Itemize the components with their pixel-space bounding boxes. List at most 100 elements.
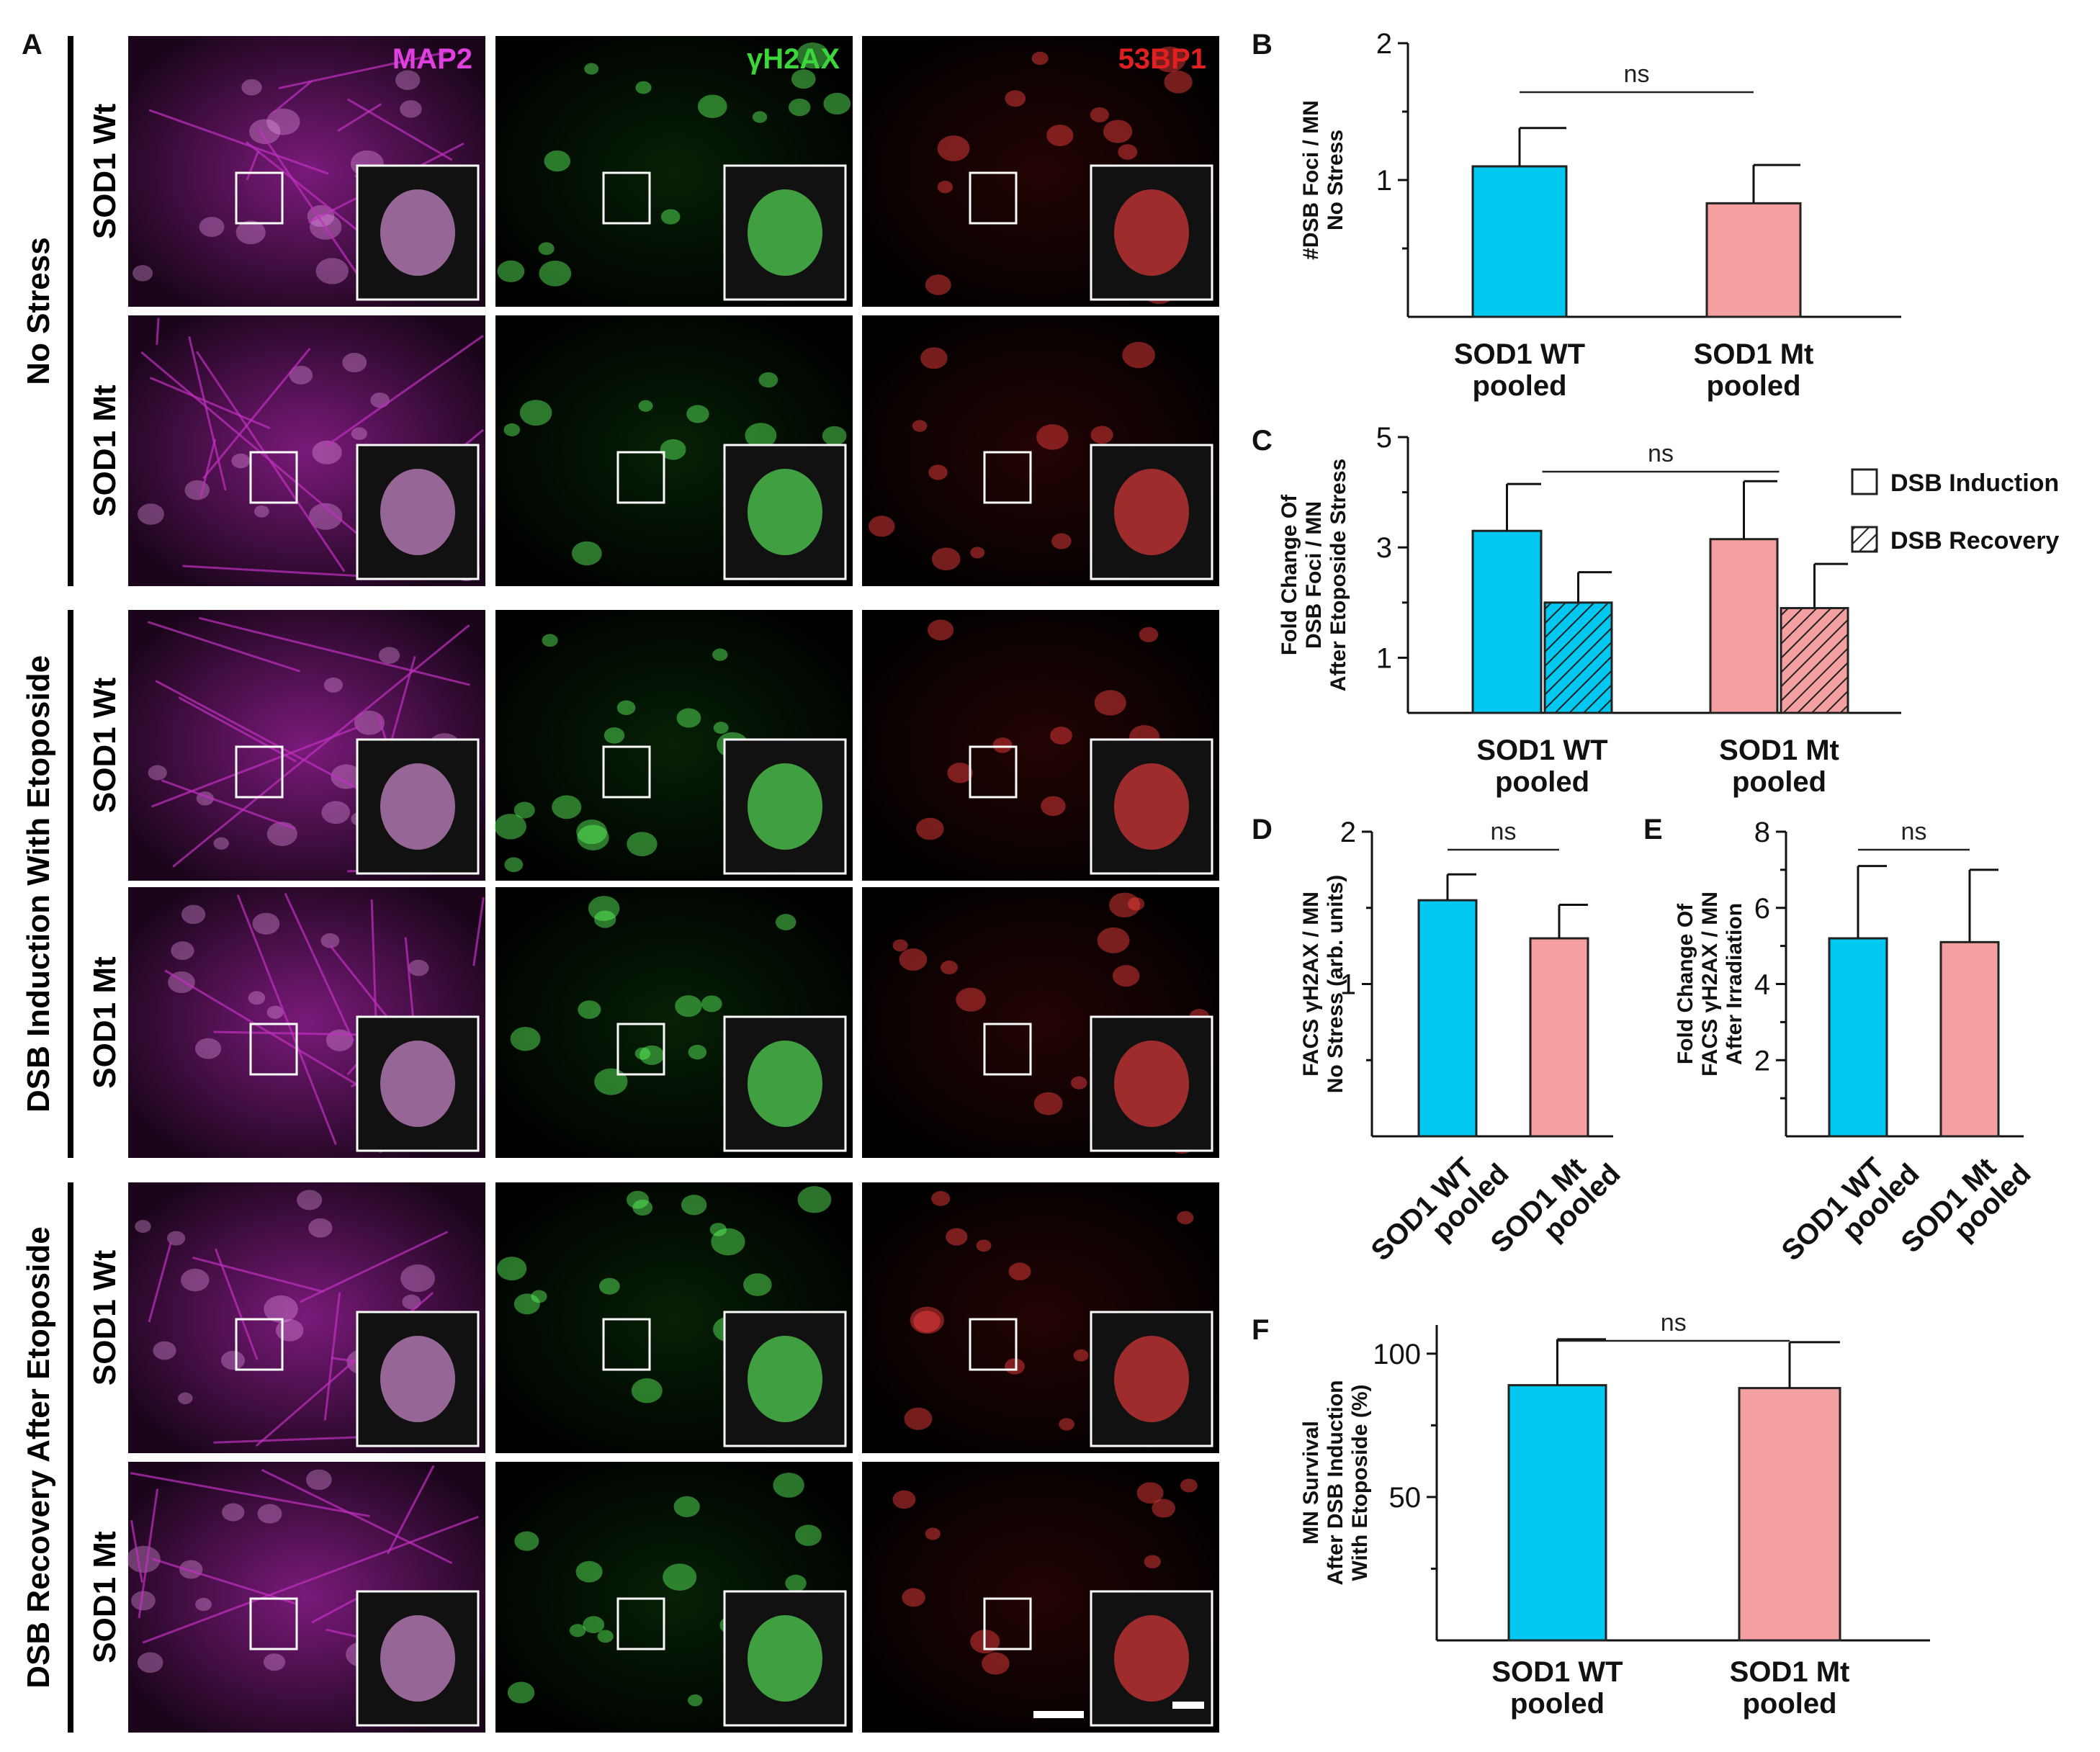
panel-a-micrographs: No Stress SOD1 Wt SOD1 Mt DSB Induction Wit… bbox=[21, 36, 1219, 1733]
row-label: SOD1 Wt bbox=[87, 104, 122, 240]
bar-mt bbox=[1529, 937, 1589, 1138]
micrograph-image: 53BP1 bbox=[862, 36, 1219, 307]
y-axis-label: #DSB Foci / MN No Stress bbox=[1299, 100, 1347, 260]
row-label: SOD1 Mt bbox=[87, 385, 122, 517]
channel-label: 53BP1 bbox=[1118, 43, 1206, 75]
roi-box bbox=[602, 1318, 651, 1371]
roi-box bbox=[235, 745, 284, 799]
micrograph-image bbox=[128, 610, 485, 881]
group-label: DSB Induction With Etoposide bbox=[21, 655, 56, 1113]
y-tick-label: 50 bbox=[1389, 1482, 1422, 1514]
svg-text:Fold Change Of: Fold Change Of bbox=[1278, 494, 1301, 655]
panel-letter: E bbox=[1643, 814, 1663, 845]
y-axis-label: Fold Change Of DSB Foci / MN After Etoposi… bbox=[1278, 459, 1350, 691]
row-label: SOD1 Mt bbox=[87, 956, 122, 1089]
group-label: DSB Recovery After Etoposide bbox=[21, 1226, 56, 1688]
roi-box bbox=[235, 1318, 284, 1371]
bar-wt bbox=[1417, 899, 1478, 1138]
legend-label: DSB Recovery bbox=[1890, 527, 2059, 554]
y-axis-label: Fold Change Of FACS γH2AX / MN After Irrad… bbox=[1674, 891, 1746, 1077]
roi-box bbox=[249, 451, 298, 504]
chart-e: E 2 4 6 8 Fold Change Of FACS γH2AX / MN After … bbox=[1643, 814, 2037, 1267]
roi-box bbox=[616, 451, 665, 504]
svg-text:pooled: pooled bbox=[1732, 766, 1826, 798]
inset-box bbox=[356, 1311, 480, 1447]
bar-induction bbox=[1471, 529, 1543, 714]
y-tick-label: 4 bbox=[1754, 969, 1770, 1001]
roi-box bbox=[602, 745, 651, 799]
svg-text:MN Survival: MN Survival bbox=[1299, 1421, 1323, 1545]
micrograph-image bbox=[862, 610, 1219, 881]
panel-letter: C bbox=[1252, 425, 1273, 457]
svg-text:pooled: pooled bbox=[1472, 370, 1566, 402]
legend-swatch-induction bbox=[1851, 468, 1878, 495]
y-tick-label: 6 bbox=[1754, 893, 1770, 925]
panel-a-letter: A bbox=[22, 29, 42, 60]
legend-label: DSB Induction bbox=[1890, 470, 2059, 497]
bar-wt bbox=[1507, 1384, 1607, 1642]
micrograph-image bbox=[128, 887, 485, 1158]
inset-scale-bar bbox=[1172, 1702, 1204, 1709]
significance-label: ns bbox=[1901, 818, 1927, 845]
micrograph-image bbox=[495, 1182, 853, 1453]
panel-letter: D bbox=[1252, 814, 1273, 845]
svg-text:#DSB Foci / MN: #DSB Foci / MN bbox=[1299, 100, 1323, 260]
svg-text:No Stress: No Stress bbox=[1324, 130, 1347, 230]
svg-text:Fold Change Of: Fold Change Of bbox=[1674, 903, 1697, 1064]
micrograph-image bbox=[862, 1182, 1219, 1453]
bar-recovery bbox=[1543, 601, 1613, 714]
y-tick-label: 3 bbox=[1376, 532, 1392, 564]
y-tick-label: 2 bbox=[1376, 28, 1392, 60]
group-bracket bbox=[68, 1182, 73, 1733]
y-tick-label: 2 bbox=[1340, 817, 1356, 848]
roi-box bbox=[616, 1597, 665, 1650]
svg-text:SOD1 Mt: SOD1 Mt bbox=[1694, 338, 1814, 370]
micrograph-image bbox=[126, 1462, 485, 1733]
roi-box bbox=[602, 171, 651, 225]
row-label: SOD1 Wt bbox=[87, 1250, 122, 1386]
group-label: No Stress bbox=[21, 237, 56, 385]
roi-box bbox=[249, 1597, 298, 1650]
significance-label: ns bbox=[1648, 440, 1674, 467]
roi-box bbox=[983, 1023, 1032, 1076]
channel-label: MAP2 bbox=[392, 43, 472, 75]
roi-box bbox=[249, 1023, 298, 1076]
significance-label: ns bbox=[1661, 1309, 1687, 1337]
chart-c: C 1 3 5 Fold Change Of DSB Foci / MN After Eto… bbox=[1252, 422, 2059, 798]
svg-text:SOD1 WT: SOD1 WT bbox=[1491, 1656, 1623, 1688]
scale-bar bbox=[1033, 1711, 1084, 1718]
roi-box bbox=[969, 745, 1018, 799]
bar-recovery bbox=[1780, 606, 1849, 714]
svg-text:SOD1 WT: SOD1 WT bbox=[1454, 338, 1585, 370]
svg-text:pooled: pooled bbox=[1495, 766, 1589, 798]
micrograph-image bbox=[495, 1462, 853, 1733]
y-tick-label: 8 bbox=[1754, 817, 1770, 848]
bar-mt bbox=[1738, 1387, 1841, 1642]
channel-label: γH2AX bbox=[747, 43, 840, 75]
bar-induction bbox=[1709, 538, 1779, 714]
roi-box bbox=[235, 171, 284, 225]
y-axis-label: FACS γH2AX / MN No Stress (arb. units) bbox=[1299, 875, 1347, 1093]
svg-text:pooled: pooled bbox=[1742, 1688, 1836, 1720]
svg-text:DSB Foci / MN: DSB Foci / MN bbox=[1302, 501, 1326, 649]
svg-text:FACS γH2AX / MN: FACS γH2AX / MN bbox=[1698, 891, 1722, 1077]
svg-text:SOD1 WT: SOD1 WT bbox=[1476, 735, 1607, 766]
panel-letter: B bbox=[1252, 29, 1273, 60]
micrograph-image bbox=[128, 315, 485, 586]
svg-text:After Etoposide Stress: After Etoposide Stress bbox=[1327, 459, 1350, 691]
y-axis-label: MN Survival After DSB Induction With Etopo… bbox=[1299, 1380, 1372, 1586]
micrograph-image bbox=[862, 315, 1219, 586]
bar-mt bbox=[1705, 202, 1802, 318]
y-tick-label: 1 bbox=[1376, 642, 1392, 674]
svg-text:SOD1 Mt: SOD1 Mt bbox=[1730, 1656, 1850, 1688]
micrograph-image: γH2AX bbox=[495, 36, 853, 307]
